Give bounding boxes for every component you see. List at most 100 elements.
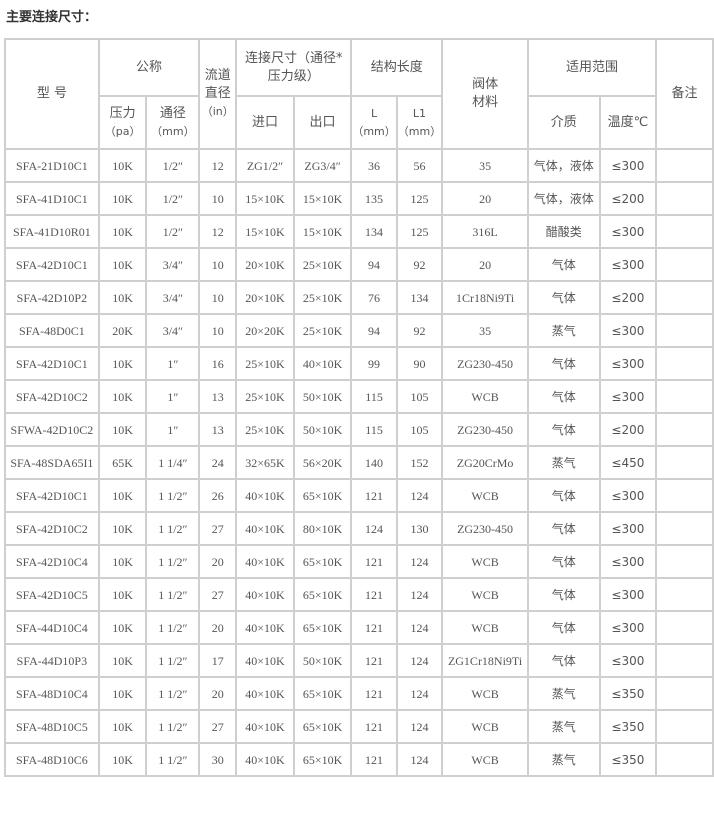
- cell-outlet: 40×10K: [292, 346, 353, 381]
- cell-length-l: 121: [350, 742, 398, 777]
- cell-inlet: 40×10K: [235, 709, 295, 744]
- cell-remark: [655, 478, 714, 513]
- cell-material: WCB: [441, 379, 529, 414]
- cell-inlet: ZG1/2″: [235, 148, 295, 183]
- cell-length-l: 121: [350, 643, 398, 678]
- cell-inlet: 25×10K: [235, 379, 295, 414]
- cell-model: SFA-42D10P2: [4, 280, 100, 315]
- cell-length-l1: 125: [395, 181, 444, 216]
- cell-material: WCB: [441, 709, 529, 744]
- cell-length-l: 124: [350, 511, 398, 546]
- cell-medium: 蒸气: [526, 445, 601, 480]
- cell-model: SFA-48D0C1: [4, 313, 100, 348]
- cell-outlet: 65×10K: [292, 709, 353, 744]
- cell-temperature: ≤450: [598, 445, 658, 480]
- table-row: SFA-48D10C4 10K 1 1/2″ 20 40×10K 65×10K 121 124…: [4, 676, 714, 711]
- cell-flow-diameter: 27: [198, 709, 238, 744]
- cell-pressure: 10K: [97, 676, 148, 711]
- cell-remark: [655, 445, 714, 480]
- cell-model: SFA-42D10C1: [4, 478, 100, 513]
- cell-model: SFA-42D10C1: [4, 247, 100, 282]
- cell-inlet: 15×10K: [235, 214, 295, 249]
- cell-material: 316L: [441, 214, 529, 249]
- cell-outlet: ZG3/4″: [292, 148, 353, 183]
- cell-length-l1: 92: [395, 247, 444, 282]
- cell-inlet: 20×10K: [235, 247, 295, 282]
- cell-material: WCB: [441, 610, 529, 645]
- cell-remark: [655, 676, 714, 711]
- cell-medium: 气体: [526, 280, 601, 315]
- cell-outlet: 25×10K: [292, 280, 353, 315]
- cell-temperature: ≤300: [598, 148, 658, 183]
- cell-remark: [655, 379, 714, 414]
- cell-flow-diameter: 12: [198, 214, 238, 249]
- cell-medium: 醋酸类: [526, 214, 601, 249]
- cell-outlet: 15×10K: [292, 214, 353, 249]
- cell-outlet: 65×10K: [292, 478, 353, 513]
- cell-bore: 1 1/2″: [145, 478, 201, 513]
- cell-length-l1: 124: [395, 610, 444, 645]
- cell-bore: 1/2″: [145, 214, 201, 249]
- cell-bore: 1″: [145, 379, 201, 414]
- cell-inlet: 32×65K: [235, 445, 295, 480]
- header-nominal: 公称: [97, 38, 201, 97]
- cell-material: 1Cr18Ni9Ti: [441, 280, 529, 315]
- cell-temperature: ≤200: [598, 280, 658, 315]
- cell-temperature: ≤300: [598, 379, 658, 414]
- cell-model: SFA-42D10C4: [4, 544, 100, 579]
- cell-temperature: ≤350: [598, 709, 658, 744]
- table-row: SFA-42D10C2 10K 1″ 13 25×10K 50×10K 115 105 WCB 气…: [4, 379, 714, 414]
- cell-length-l: 36: [350, 148, 398, 183]
- header-L1: L1 （mm）: [395, 95, 444, 150]
- cell-outlet: 65×10K: [292, 577, 353, 612]
- cell-outlet: 50×10K: [292, 379, 353, 414]
- cell-model: SFA-48SDA65I1: [4, 445, 100, 480]
- cell-remark: [655, 412, 714, 447]
- cell-model: SFA-48D10C4: [4, 676, 100, 711]
- cell-material: ZG230-450: [441, 412, 529, 447]
- cell-bore: 1 1/2″: [145, 676, 201, 711]
- table-row: SFA-44D10C4 10K 1 1/2″ 20 40×10K 65×10K 121 124…: [4, 610, 714, 645]
- cell-material: 35: [441, 313, 529, 348]
- cell-flow-diameter: 26: [198, 478, 238, 513]
- cell-length-l1: 124: [395, 544, 444, 579]
- cell-inlet: 40×10K: [235, 643, 295, 678]
- cell-temperature: ≤300: [598, 610, 658, 645]
- cell-remark: [655, 709, 714, 744]
- cell-remark: [655, 610, 714, 645]
- cell-pressure: 10K: [97, 709, 148, 744]
- cell-temperature: ≤350: [598, 676, 658, 711]
- cell-length-l: 115: [350, 412, 398, 447]
- cell-pressure: 10K: [97, 346, 148, 381]
- cell-length-l: 121: [350, 544, 398, 579]
- cell-medium: 气体: [526, 478, 601, 513]
- table-row: SFA-48SDA65I1 65K 1 1/4″ 24 32×65K 56×20K 140 1…: [4, 445, 714, 480]
- cell-material: WCB: [441, 676, 529, 711]
- table-row: SFWA-42D10C2 10K 1″ 13 25×10K 50×10K 115 105 ZG2…: [4, 412, 714, 447]
- cell-remark: [655, 544, 714, 579]
- cell-temperature: ≤200: [598, 181, 658, 216]
- cell-temperature: ≤300: [598, 643, 658, 678]
- cell-length-l1: 124: [395, 742, 444, 777]
- cell-outlet: 25×10K: [292, 313, 353, 348]
- header-outlet: 出口: [292, 95, 353, 150]
- cell-length-l1: 56: [395, 148, 444, 183]
- cell-bore: 1 1/4″: [145, 445, 201, 480]
- cell-remark: [655, 247, 714, 282]
- cell-flow-diameter: 13: [198, 412, 238, 447]
- table-row: SFA-48D0C1 20K 3/4″ 10 20×20K 25×10K 94 92 35 蒸气 ≤…: [4, 313, 714, 348]
- cell-flow-diameter: 27: [198, 577, 238, 612]
- cell-temperature: ≤200: [598, 412, 658, 447]
- cell-remark: [655, 148, 714, 183]
- cell-material: WCB: [441, 478, 529, 513]
- cell-flow-diameter: 20: [198, 676, 238, 711]
- cell-pressure: 10K: [97, 742, 148, 777]
- cell-material: 35: [441, 148, 529, 183]
- cell-model: SFA-48D10C5: [4, 709, 100, 744]
- dimensions-table: 型 号 公称 流道 直径 （in） 连接尺寸（通径* 压力级） 结构长度 阀体 材料 适…: [4, 38, 714, 777]
- cell-pressure: 10K: [97, 544, 148, 579]
- cell-bore: 1″: [145, 346, 201, 381]
- cell-bore: 1 1/2″: [145, 610, 201, 645]
- cell-length-l: 135: [350, 181, 398, 216]
- cell-pressure: 10K: [97, 412, 148, 447]
